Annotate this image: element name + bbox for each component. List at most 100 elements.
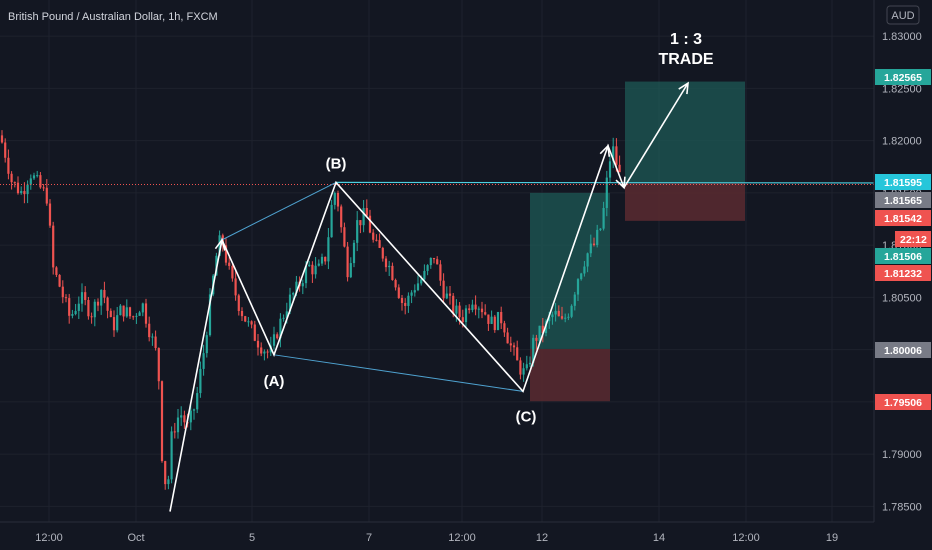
candle-body: [29, 178, 32, 185]
candle-body: [80, 292, 84, 304]
price-tag-box: [875, 342, 931, 358]
candle-body: [196, 393, 199, 410]
candle-body: [7, 157, 10, 174]
candle-body: [336, 192, 340, 207]
candle-body: [74, 310, 77, 315]
candle-body: [429, 257, 432, 266]
candle-body: [503, 323, 506, 333]
candle-body: [359, 220, 362, 226]
candle-body: [256, 340, 260, 348]
candle-body: [468, 308, 471, 311]
candle-body: [327, 237, 330, 262]
candle-body: [423, 270, 426, 280]
candle-body: [119, 305, 122, 316]
candle-body: [439, 264, 442, 281]
price-tag: 1.80006: [884, 345, 922, 357]
wave-label-a: (A): [264, 373, 285, 390]
candle-body: [541, 325, 544, 334]
channel-bottom-line[interactable]: [273, 354, 524, 392]
position-zones[interactable]: [530, 81, 745, 402]
price-tag-box: [875, 69, 931, 85]
candle-body: [224, 245, 228, 263]
stop-zone[interactable]: [530, 348, 610, 402]
candle-body: [276, 334, 279, 339]
trade-label: TRADE: [658, 51, 713, 68]
candle-body: [228, 262, 231, 266]
annotation-lines[interactable]: [0, 81, 875, 512]
profit-zone[interactable]: [625, 81, 745, 183]
time-axis[interactable]: 12:00 Oct 5 7 12:00 12 14 12:00 19: [35, 532, 838, 544]
arrowhead-peak2: [599, 144, 611, 157]
candle-body: [349, 263, 352, 278]
candle-body: [87, 300, 90, 317]
candle-body: [519, 360, 522, 375]
candle-body: [560, 316, 564, 319]
neckline[interactable]: [335, 181, 875, 184]
candle-body: [112, 317, 116, 331]
candle-body: [148, 323, 151, 338]
candle-body: [551, 314, 554, 318]
candle-body: [90, 316, 93, 318]
candle-body: [32, 175, 36, 179]
candle-body: [260, 347, 263, 354]
candle-body: [352, 242, 356, 264]
price-tag: 1.81232: [884, 268, 922, 280]
candle-body: [557, 310, 560, 317]
candle-body: [436, 259, 439, 265]
price-tag-box: [875, 210, 931, 226]
candle-body: [384, 258, 388, 268]
price-tag: 1.81506: [884, 251, 922, 263]
candle-body: [471, 304, 474, 311]
candle-body: [42, 187, 45, 189]
candle-body: [477, 308, 480, 310]
candle-body: [132, 316, 135, 318]
candle-body: [570, 305, 573, 317]
candle-body: [164, 461, 167, 485]
arrowhead-retest: [615, 176, 626, 190]
candle-body: [285, 311, 288, 318]
x-tick-label: 12:00: [35, 532, 63, 544]
x-tick-label: 19: [826, 532, 838, 544]
candle-body: [618, 164, 621, 173]
candle-body: [596, 229, 599, 246]
candle-body: [154, 336, 157, 349]
candle-body: [464, 308, 468, 323]
candle-body: [480, 308, 484, 313]
currency-badge[interactable]: AUD: [891, 10, 914, 22]
y-tick-label: 1.82500: [882, 83, 922, 95]
candle-body: [247, 321, 250, 323]
candle-body: [71, 314, 74, 316]
candle-body: [592, 243, 596, 246]
candle-body: [365, 207, 368, 216]
channel-top-line[interactable]: [221, 181, 337, 241]
candle-body: [442, 280, 445, 299]
candle-body: [500, 311, 503, 324]
candle-body: [20, 191, 23, 194]
candle-body: [176, 417, 180, 433]
candle-body: [61, 286, 64, 298]
candle-body: [416, 283, 420, 291]
candle-body: [36, 175, 39, 177]
stop-zone[interactable]: [625, 182, 745, 221]
candle-body: [4, 142, 7, 158]
candle-body: [263, 351, 266, 354]
projection-arrow-line[interactable]: [623, 82, 689, 189]
candle-body: [266, 351, 269, 353]
arrowhead-peak1: [214, 238, 226, 251]
currency-badge-box[interactable]: [886, 5, 920, 25]
candle-body: [199, 368, 202, 394]
candle-body: [13, 182, 16, 184]
candle-body: [612, 146, 615, 162]
candle-body: [573, 294, 576, 306]
candle-body: [93, 301, 96, 318]
candle-body: [333, 192, 336, 205]
profit-zone[interactable]: [530, 192, 610, 349]
candle-body: [282, 317, 285, 319]
price-tag: 1.81565: [884, 195, 922, 207]
countdown-box: [895, 231, 931, 247]
candle-body: [522, 368, 525, 375]
candle-body: [413, 290, 416, 293]
candle-body: [420, 279, 423, 284]
